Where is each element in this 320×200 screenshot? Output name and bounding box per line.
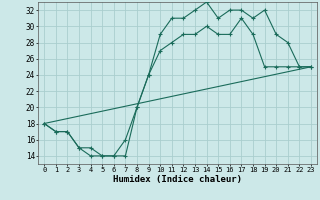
X-axis label: Humidex (Indice chaleur): Humidex (Indice chaleur) xyxy=(113,175,242,184)
